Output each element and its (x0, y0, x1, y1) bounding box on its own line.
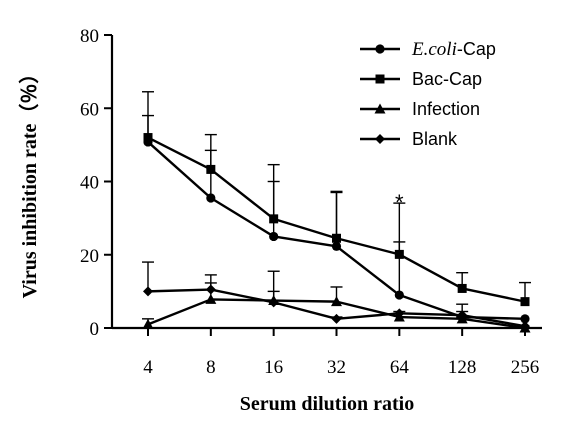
data-point (331, 241, 342, 251)
x-tick-label: 32 (327, 357, 346, 378)
x-tick-label: 128 (448, 357, 477, 378)
data-point (269, 214, 279, 224)
data-point (394, 290, 404, 300)
y-tick-label: 20 (80, 246, 99, 267)
data-point (206, 193, 216, 203)
data-point (268, 297, 279, 308)
data-point (394, 249, 404, 259)
data-point (331, 313, 342, 324)
data-point (331, 296, 342, 307)
legend-marker (375, 134, 385, 144)
legend-item: Infection (360, 99, 480, 119)
legend-marker (374, 103, 386, 114)
legend-marker (375, 44, 385, 54)
y-tick-label: 0 (90, 319, 100, 340)
legend-item: Blank (360, 129, 458, 149)
annotations: * (395, 190, 404, 215)
legend-label: Blank (412, 129, 458, 149)
data-point (206, 164, 216, 174)
y-tick-label: 80 (80, 26, 99, 47)
series-blank (142, 261, 530, 332)
x-tick-label: 64 (390, 357, 410, 378)
data-point (143, 133, 153, 143)
legend-item: Bac-Cap (360, 69, 482, 89)
x-tick-label: 16 (264, 357, 283, 378)
significance-marker: * (395, 190, 404, 215)
legend-label-italic: E.coli (411, 39, 457, 60)
legend-item: E.coli-Cap (360, 39, 496, 60)
y-tick-label: 40 (80, 173, 99, 194)
x-axis: 4 8 16 32 64 128 256 (112, 326, 542, 378)
data-point (457, 310, 468, 321)
y-axis-title: Virus inhibition rate（％） (18, 64, 41, 299)
legend-label: Infection (412, 99, 480, 119)
data-point (520, 314, 530, 324)
series-layer (142, 91, 531, 333)
y-tick-label: 60 (80, 99, 99, 120)
data-point (205, 284, 216, 295)
data-point (269, 231, 279, 242)
legend: E.coli-Cap Bac-Cap Infection Blank (360, 39, 496, 149)
legend-label: Bac-Cap (412, 69, 482, 89)
x-tick-label: 256 (511, 357, 540, 378)
data-point (394, 308, 405, 319)
data-point (457, 283, 467, 293)
data-point (520, 297, 530, 307)
data-point (205, 293, 217, 304)
x-ticks: 4 8 16 32 64 128 256 (143, 328, 539, 378)
y-ticks: 0 20 40 60 80 (80, 26, 112, 340)
data-point (142, 318, 154, 329)
x-axis-title: Serum dilution ratio (240, 393, 414, 415)
x-tick-label: 8 (206, 357, 216, 378)
y-axis: 0 20 40 60 80 (80, 26, 114, 340)
data-point (520, 321, 530, 332)
legend-label: E.coli-Cap (411, 39, 496, 60)
x-tick-label: 4 (143, 357, 153, 378)
legend-label-rest: -Cap (457, 39, 496, 59)
data-point (143, 286, 153, 297)
series-bac-cap (142, 91, 531, 307)
legend-marker (375, 74, 385, 84)
data-point (332, 233, 341, 243)
